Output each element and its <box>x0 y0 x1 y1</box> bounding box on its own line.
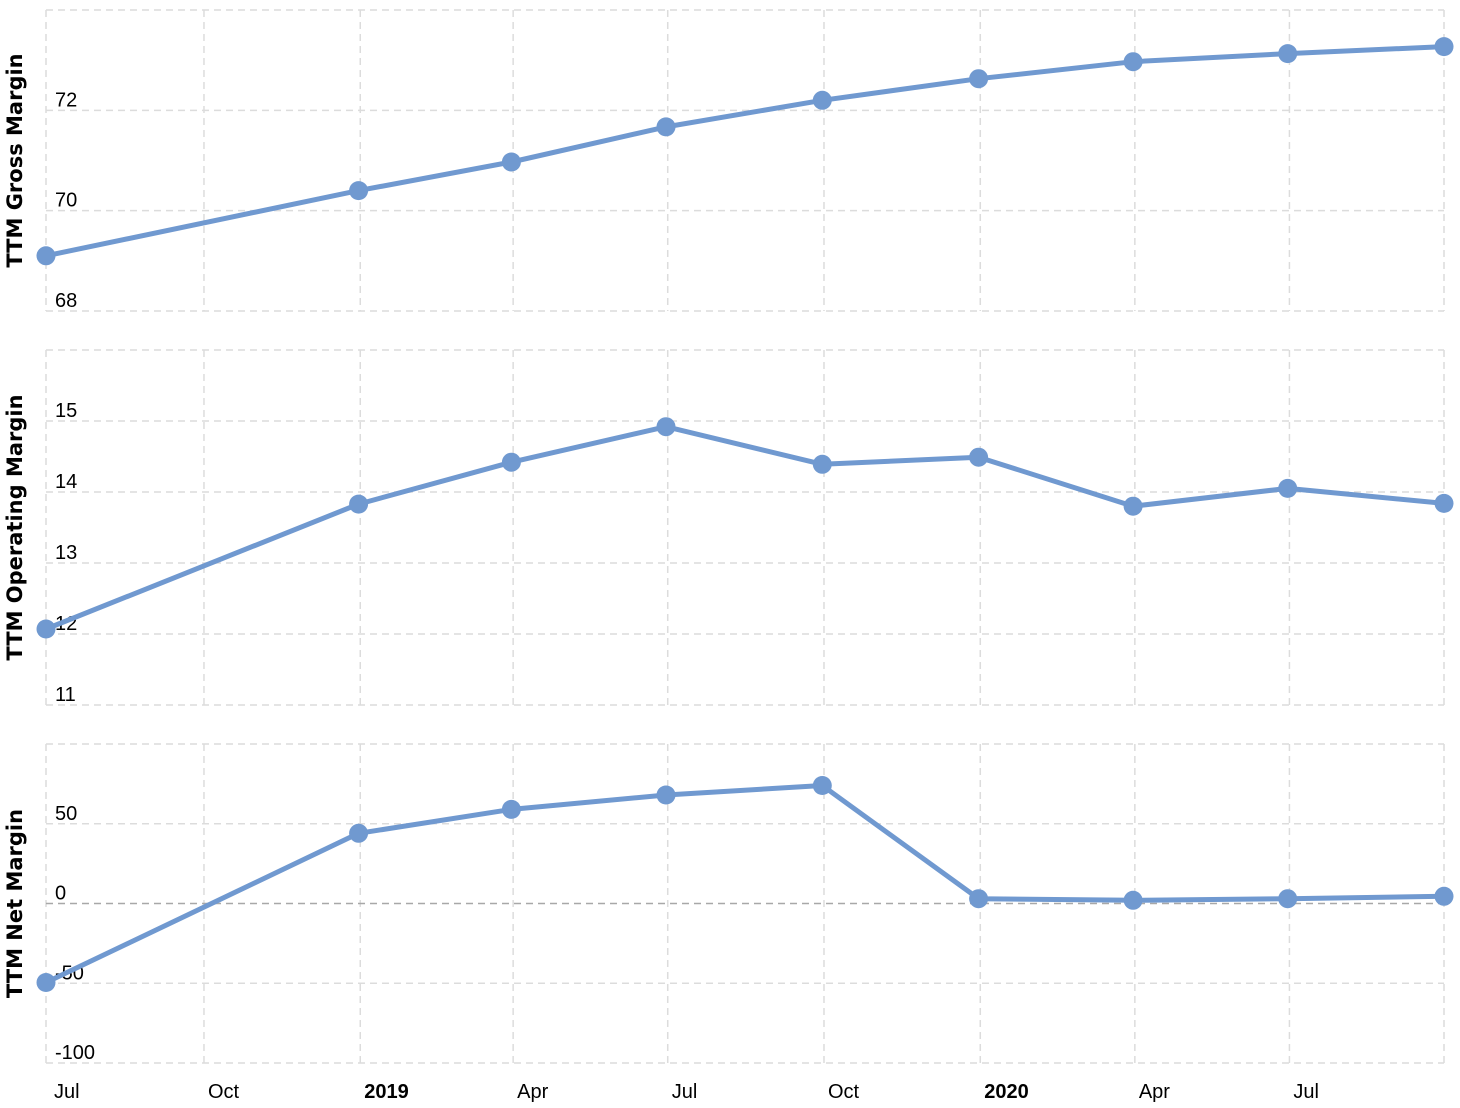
y-tick-label: -100 <box>55 1042 95 1064</box>
data-point <box>812 90 832 110</box>
data-point <box>969 447 989 467</box>
y-tick-label: 11 <box>55 684 76 706</box>
data-point <box>1278 889 1298 909</box>
series-line <box>43 44 1447 259</box>
y-tick-label: 68 <box>55 290 77 312</box>
data-point <box>501 152 521 172</box>
data-point <box>969 69 989 89</box>
data-point <box>501 799 521 819</box>
data-point <box>501 452 521 472</box>
data-point <box>349 181 369 201</box>
data-point <box>349 823 369 843</box>
data-point <box>36 246 56 266</box>
y-tick-label: 15 <box>55 400 77 422</box>
x-tick-label: Apr <box>517 1081 548 1103</box>
y-tick-label: 13 <box>55 542 77 564</box>
x-tick-label: Oct <box>828 1081 860 1103</box>
gross-margin-panel: 68 70 72 TTM Gross Margin <box>3 9 1454 312</box>
y-tick-label: 70 <box>55 190 77 212</box>
x-axis: Jul Oct 2019 Apr Jul Oct 2020 Apr Jul <box>54 1081 1319 1103</box>
data-point <box>656 417 676 437</box>
x-tick-label: Jul <box>672 1081 698 1103</box>
data-point <box>36 973 56 992</box>
data-point <box>812 776 832 795</box>
data-point <box>1278 44 1298 64</box>
data-point <box>656 785 676 805</box>
data-point <box>1434 37 1454 57</box>
y-tick-label: 14 <box>55 471 77 493</box>
data-point <box>812 454 832 474</box>
data-point <box>349 494 369 514</box>
x-tick-label: Jul <box>1293 1081 1319 1103</box>
y-tick-label: 50 <box>55 803 77 825</box>
data-point <box>36 619 56 639</box>
data-point <box>1434 493 1454 513</box>
data-point <box>1123 890 1143 910</box>
x-tick-label: Oct <box>208 1081 240 1103</box>
y-axis-title: TTM Net Margin <box>3 809 27 998</box>
y-tick-label: 72 <box>55 89 77 111</box>
y-tick-label: 0 <box>55 883 66 905</box>
series-line <box>43 424 1447 632</box>
data-point <box>1278 478 1298 498</box>
data-point <box>656 117 676 137</box>
x-tick-label: Jul <box>54 1081 80 1103</box>
x-tick-label: Apr <box>1139 1081 1170 1103</box>
data-point <box>1123 496 1143 516</box>
y-axis-title: TTM Gross Margin <box>3 53 27 267</box>
x-tick-label: 2020 <box>984 1081 1029 1103</box>
x-tick-label: 2019 <box>364 1081 409 1103</box>
y-axis-title: TTM Operating Margin <box>3 394 27 660</box>
data-point <box>969 889 989 909</box>
series-line <box>43 783 1447 985</box>
data-point <box>1123 52 1143 72</box>
data-point <box>1434 886 1454 906</box>
